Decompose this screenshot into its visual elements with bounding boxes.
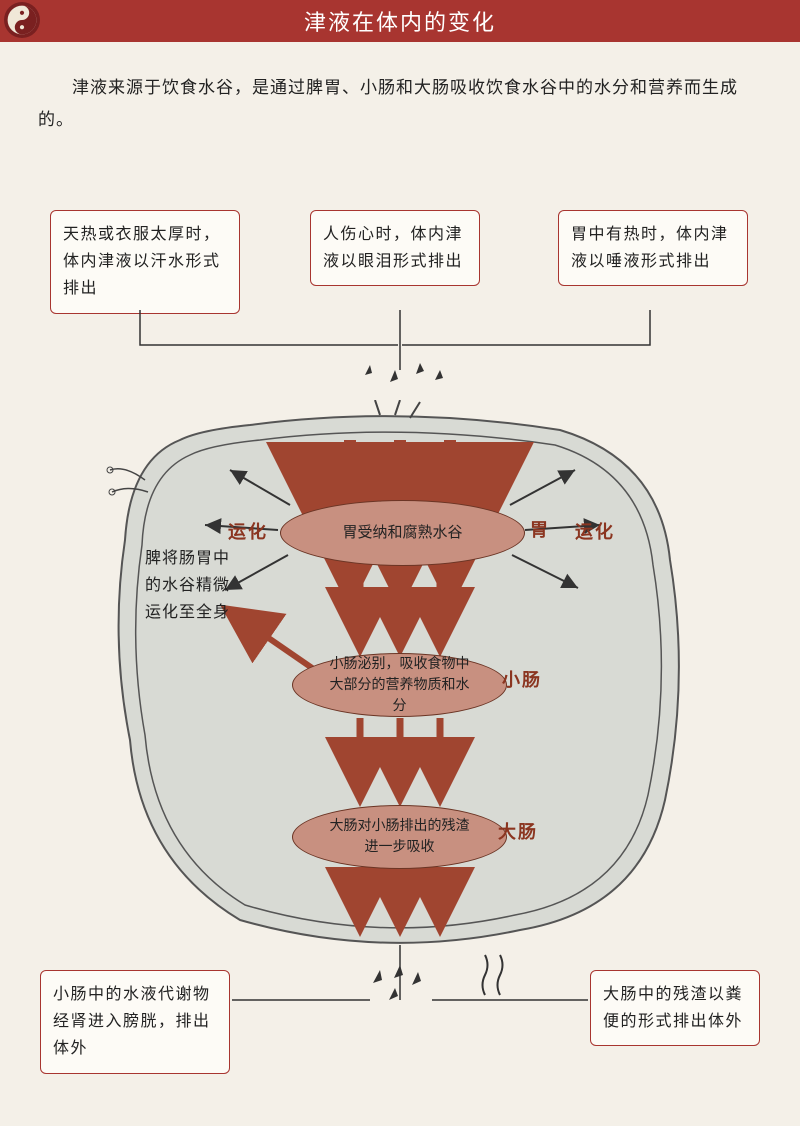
page-title: 津液在体内的变化 <box>304 5 496 37</box>
stomach-text: 胃受纳和腐熟水谷 <box>342 522 462 545</box>
diagram-area: 天热或衣服太厚时，体内津液以汗水形式排出 人伤心时，体内津液以眼泪形式排出 胃中… <box>0 170 800 1126</box>
stomach-label: 胃 <box>530 516 550 542</box>
li-text: 大肠对小肠排出的残渣进一步吸收 <box>323 816 476 858</box>
si-text: 小肠泌别，吸收食物中大部分的营养物质和水分 <box>323 654 476 717</box>
spleen-text: 脾将肠胃中的水谷精微运化至全身 <box>145 545 235 627</box>
organ-si: 小肠泌别，吸收食物中大部分的营养物质和水分 <box>292 653 507 717</box>
yunhua-right: 运化 <box>575 518 615 544</box>
yunhua-left: 运化 <box>228 518 268 544</box>
yinyang-icon <box>4 2 40 38</box>
li-label: 大肠 <box>498 818 538 844</box>
si-label: 小肠 <box>502 666 542 692</box>
organ-stomach: 胃受纳和腐熟水谷 <box>280 500 525 566</box>
arrows-layer <box>0 170 800 1126</box>
intro-paragraph: 津液来源于饮食水谷，是通过脾胃、小肠和大肠吸收饮食水谷中的水分和营养而生成的。 <box>0 42 800 137</box>
organ-li: 大肠对小肠排出的残渣进一步吸收 <box>292 805 507 869</box>
header-bar: 津液在体内的变化 <box>0 0 800 42</box>
